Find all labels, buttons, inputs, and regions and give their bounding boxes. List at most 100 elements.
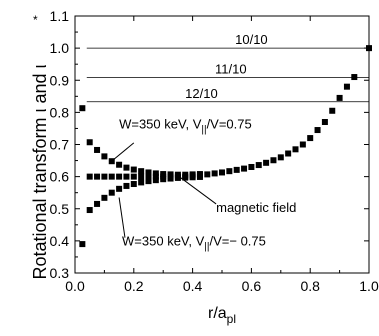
annotation-arrow [177,175,217,205]
marker-magnetic-field [86,173,93,180]
marker-lower-branch [174,174,181,181]
annotation-upper: W=350 keV, V||/V=0.75 [119,116,252,135]
x-tick-label: 0.0 [65,278,85,294]
x-tick-label: 1.0 [359,278,379,294]
y-tick-label: 0.6 [50,169,70,185]
annotation-text: magnetic field [216,200,296,215]
marker-upper-branch [86,139,93,146]
x-axis-label-base: r/a [208,305,227,322]
annotation-arrow [112,142,135,161]
marker-magnetic-field [292,146,299,153]
marker-magnetic-field [255,162,262,169]
marker-magnetic-field [321,119,328,126]
marker-lower-branch [108,189,115,196]
marker-magnetic-field [248,163,255,170]
marker-magnetic-field [123,173,130,180]
marker-magnetic-field [366,45,372,52]
marker-magnetic-field [270,157,277,164]
marker-lower-branch [130,181,137,188]
x-axis-label: r/apl [208,305,236,326]
marker-magnetic-field [233,166,240,173]
annotation-lower: W=350 keV, V||/V=− 0.75 [122,234,266,253]
resonance-label: 12/10 [185,86,218,101]
marker-lower-branch [182,174,189,181]
x-tick-label: 0.8 [300,278,320,294]
marker-magnetic-field [219,169,225,176]
marker-magnetic-field [263,159,270,166]
marker-magnetic-field [101,173,108,180]
marker-upper-branch [101,153,108,160]
marker-magnetic-field [116,173,123,180]
x-axis-label-sub: pl [227,312,236,326]
marker-upper-branch [160,171,167,178]
marker-upper-branch [116,161,123,168]
marker-magnetic-field [130,173,137,180]
marker-upper-branch [174,171,181,178]
y-tick-label: 0.9 [50,72,70,88]
marker-magnetic-field [94,173,101,180]
marker-magnetic-field [138,173,145,180]
annotation-field: magnetic field [216,200,296,215]
y-axis-label: Rotational transform ι and ι [30,64,50,279]
annotation-sub: || [204,242,209,253]
marker-magnetic-field [152,173,159,180]
marker-magnetic-field [226,168,233,175]
marker-magnetic-field [204,171,211,178]
marker-upper-branch [152,170,159,177]
marker-lower-branch [189,174,196,181]
marker-lower-branch [167,175,174,182]
marker-upper-branch [79,105,86,112]
annotation-arrow [118,197,126,238]
marker-lower-branch [86,207,93,214]
marker-lower-branch [196,173,203,180]
y-tick-label: 0.8 [50,104,70,120]
marker-upper-branch [123,164,130,171]
x-tick-label: 0.2 [124,278,144,294]
marker-upper-branch [108,158,115,165]
resonance-label: 10/10 [235,32,268,47]
marker-lower-branch [94,200,101,207]
data-markers [79,45,372,248]
marker-lower-branch [79,241,86,248]
marker-magnetic-field [299,141,306,148]
marker-magnetic-field [277,154,284,161]
annotation-text: W=350 keV, V [119,116,202,131]
x-tick-label: 0.6 [242,278,262,294]
resonance-lines: 10/10 11/10 12/10 [86,32,369,103]
marker-magnetic-field [343,83,350,90]
marker-lower-branch [152,177,159,184]
y-tick-label: 0.3 [50,265,70,281]
marker-lower-branch [145,178,152,185]
marker-magnetic-field [145,173,152,180]
marker-magnetic-field [307,135,314,142]
annotation-text: W=350 keV, V [122,234,205,249]
y-tick-label: 1.0 [50,40,70,56]
marker-lower-branch [138,179,145,186]
y-tick-label: 1.1 [50,8,70,24]
marker-magnetic-field [336,94,343,101]
annotation-rest: /V=0.75 [207,116,252,131]
y-axis-label-superscript: * [33,13,38,27]
marker-magnetic-field [351,74,358,81]
y-tick-label: 0.5 [50,201,70,217]
x-tick-label: 0.4 [183,278,203,294]
y-axis-label-main: Rotational transform ι and ι [30,64,50,279]
marker-lower-branch [101,194,108,201]
x-axis-ticks: 0.0 0.2 0.4 0.6 0.8 1.0 [65,16,379,294]
y-tick-label: 0.7 [50,137,70,153]
marker-upper-branch [145,169,152,176]
marker-magnetic-field [314,127,321,134]
marker-upper-branch [138,168,145,175]
marker-upper-branch [94,146,101,153]
y-tick-label: 0.4 [50,233,70,249]
marker-lower-branch [160,176,167,183]
marker-magnetic-field [329,107,336,114]
marker-magnetic-field [211,170,218,177]
marker-upper-branch [167,171,174,178]
resonance-label: 11/10 [215,61,247,76]
marker-magnetic-field [108,173,115,180]
marker-magnetic-field [285,150,292,157]
annotation-rest: /V=− 0.75 [210,234,266,249]
